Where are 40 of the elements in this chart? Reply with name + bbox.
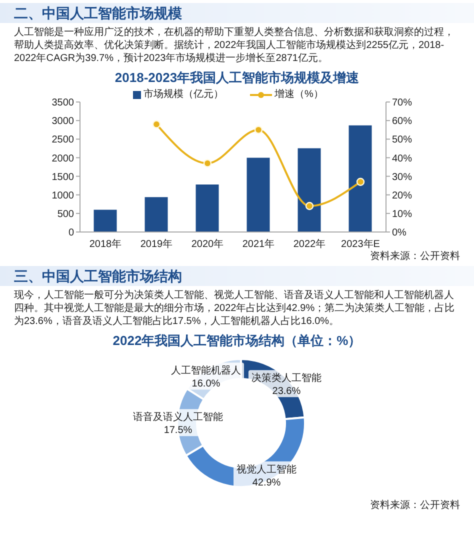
text: 二、中国人工智能市场规模 [0,3,474,23]
chart-title: 2022年我国人工智能市场结构（单位：%） [112,332,362,349]
y2-tick-label: 70% [392,98,412,109]
y-tick-label: 1000 [52,190,74,202]
y2-tick-label: 30% [392,172,412,183]
y2-tick-label: 50% [392,134,412,146]
y-tick-label: 2500 [52,134,74,146]
y-tick-label: 2000 [52,153,74,164]
legend-label: 增速（%） [274,88,324,102]
x-tick-label: 2018年 [89,238,122,250]
x-tick-label: 2021年 [242,238,275,250]
text: 资料来源：公开资料 [369,250,461,263]
chart-title: 2018-2023年我国人工智能市场规模及增速 [114,69,360,86]
y2-tick-label: 40% [392,153,412,164]
x-tick-label: 2020年 [191,238,224,250]
y-tick-label: 1500 [52,172,74,183]
y-tick-label: 3000 [52,116,74,128]
slice-label: 人工智能机器人 [170,364,241,377]
text: 资料来源：公开资料 [369,499,461,512]
y2-tick-label: 60% [392,116,412,128]
data-label: 42.9% [252,477,281,488]
y2-tick-label: 10% [392,208,412,220]
x-tick-label: 2019年 [140,238,173,250]
legend-label: 市场规模（亿元） [144,88,224,102]
y-tick-label: 0 [68,228,74,239]
slice-label: 视觉人工智能 [236,463,297,476]
text: 三、中国人工智能市场结构 [0,266,474,286]
y-tick-label: 3500 [52,98,74,109]
text: 人工智能是一种应用广泛的技术，在机器的帮助下重塑人类整合信息、分析数据和获取洞察的过程，帮助人类提高效率、优化决策判断。据统计，2022年我国人工智能市场规模达到2255亿元，2018-2022年CAGR为39.7%，预计2023年市场规模进一步增长至2871亿元。 [13,26,455,65]
data-label: 17.5% [164,425,192,436]
text: 现今，人工智能一般可分为决策类人工智能、视觉人工智能、语音及语义人工智能和人工智能机器人四种。其中视觉人工智能是最大的细分市场，2022年占比达到42.9%；第二为决策类人工智能，占比为23.6%，语音及语义人工智能占比17.5%，人工智能机器人占比16.0%。 [13,288,456,328]
x-tick-label: 2022年 [293,238,326,250]
y-tick-label: 500 [57,208,74,220]
y2-tick-label: 0% [392,228,407,239]
x-tick-label: 2023年E [341,238,380,250]
slice-label: 语音及语义人工智能 [133,411,224,424]
y2-tick-label: 20% [392,190,412,202]
data-label: 16.0% [192,378,220,390]
data-label: 23.6% [272,386,301,398]
slice-label: 决策类人工智能 [251,372,322,384]
